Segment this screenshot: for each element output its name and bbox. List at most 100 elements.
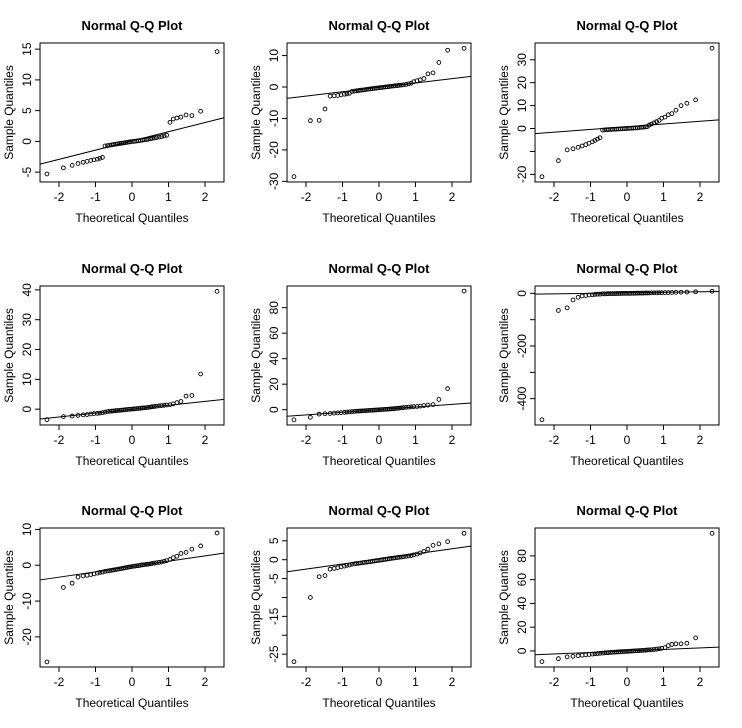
data-point bbox=[401, 404, 407, 410]
data-point bbox=[431, 401, 436, 407]
data-point bbox=[84, 159, 90, 164]
data-point bbox=[178, 551, 184, 557]
x-tick-label: 2 bbox=[449, 675, 456, 689]
x-tick-label: 0 bbox=[376, 190, 383, 204]
plot-title: Normal Q-Q Plot bbox=[82, 18, 184, 33]
data-point bbox=[308, 595, 314, 601]
data-point bbox=[75, 575, 81, 580]
y-tick-label: -30 bbox=[267, 172, 281, 190]
data-point bbox=[564, 305, 570, 310]
x-tick-label: 2 bbox=[696, 190, 703, 204]
data-point bbox=[322, 106, 328, 112]
data-point bbox=[646, 647, 652, 653]
x-axis-title: Theoretical Quantiles bbox=[323, 211, 436, 225]
data-point bbox=[445, 539, 451, 545]
x-tick-label: 1 bbox=[413, 675, 420, 689]
data-point bbox=[322, 573, 328, 579]
y-tick-label: 40 bbox=[267, 351, 281, 365]
data-point bbox=[198, 108, 203, 114]
y-tick-label: 10 bbox=[20, 73, 34, 87]
data-point bbox=[308, 414, 314, 420]
y-tick-label: 5 bbox=[20, 107, 34, 114]
data-point bbox=[589, 652, 595, 657]
data-point bbox=[347, 562, 353, 568]
y-tick-label: 20 bbox=[515, 621, 529, 635]
data-point bbox=[658, 290, 664, 295]
y-tick-label: 0 bbox=[515, 125, 529, 132]
data-point bbox=[462, 531, 467, 536]
data-point bbox=[597, 651, 603, 656]
data-point bbox=[100, 410, 105, 415]
data-point bbox=[539, 174, 544, 180]
data-point bbox=[684, 289, 689, 295]
qq-plot-panel-9: Normal Q-Q Plot-2 -1 0 1 2020406080Theoretic… bbox=[497, 503, 720, 710]
y-axis-ticks: 0 20 40 60 80 bbox=[267, 300, 288, 413]
x-tick-label: 2 bbox=[202, 433, 209, 447]
data-point bbox=[102, 143, 108, 149]
x-axis-ticks: -2 -1 0 1 2 bbox=[548, 181, 703, 204]
x-tick-label: 1 bbox=[165, 675, 172, 689]
qq-reference-line bbox=[39, 552, 225, 581]
qq-reference-line bbox=[287, 402, 472, 417]
plot-box bbox=[286, 42, 472, 183]
y-axis-ticks: -20 -10 0 10 bbox=[20, 523, 41, 646]
data-point bbox=[653, 119, 659, 124]
data-point bbox=[592, 291, 597, 297]
qq-plot-panel-5: Normal Q-Q Plot-2 -1 0 1 2020406080Theoretic… bbox=[249, 261, 472, 468]
x-axis-title: Theoretical Quantiles bbox=[75, 696, 188, 710]
y-tick-label: -400 bbox=[515, 386, 529, 410]
data-point bbox=[673, 289, 678, 295]
data-point bbox=[462, 45, 467, 51]
y-tick-label: -200 bbox=[515, 333, 529, 357]
data-point bbox=[425, 547, 431, 552]
data-point bbox=[328, 567, 333, 572]
data-point bbox=[597, 135, 603, 141]
y-tick-label: 80 bbox=[515, 549, 529, 563]
data-point bbox=[409, 553, 414, 559]
x-axis-title: Theoretical Quantiles bbox=[570, 696, 683, 710]
data-point bbox=[570, 146, 575, 152]
qq-plot-panel-4: Normal Q-Q Plot-2 -1 0 1 2010203040Theoretic… bbox=[2, 261, 225, 468]
data-point bbox=[344, 91, 350, 97]
data-points bbox=[44, 530, 220, 665]
data-point bbox=[421, 76, 427, 81]
x-axis-title: Theoretical Quantiles bbox=[75, 211, 188, 225]
data-point bbox=[709, 288, 715, 294]
x-axis-ticks: -2 -1 0 1 2 bbox=[54, 181, 209, 204]
data-point bbox=[678, 103, 684, 108]
data-point bbox=[462, 288, 467, 294]
y-tick-label: 80 bbox=[267, 300, 281, 314]
y-axis-title: Sample Quantiles bbox=[497, 551, 511, 646]
data-point bbox=[397, 405, 402, 411]
y-tick-label: -5 bbox=[267, 573, 281, 584]
data-point bbox=[436, 541, 442, 547]
data-point bbox=[648, 121, 654, 127]
data-point bbox=[352, 408, 358, 414]
data-point bbox=[662, 289, 667, 295]
qq-plot-panel-6: Normal Q-Q Plot -2 -1 0 1 2 0 -200 -400 Theoretic… bbox=[497, 261, 720, 468]
data-point bbox=[445, 385, 451, 391]
y-tick-label: -10 bbox=[267, 109, 281, 127]
data-point bbox=[409, 404, 414, 409]
y-tick-label: 0 bbox=[515, 289, 529, 296]
data-point bbox=[575, 144, 581, 150]
data-point bbox=[94, 156, 100, 162]
data-point bbox=[414, 403, 420, 409]
x-axis-ticks: -2 -1 0 1 2 bbox=[301, 181, 456, 204]
y-tick-label: 15 bbox=[20, 42, 34, 56]
data-point bbox=[431, 543, 436, 549]
y-tick-label: 20 bbox=[267, 377, 281, 391]
x-tick-label: 0 bbox=[623, 675, 630, 689]
data-point bbox=[594, 291, 600, 297]
y-axis-ticks: -5 0 5 10 15 bbox=[20, 42, 41, 177]
data-point bbox=[401, 554, 407, 560]
data-point bbox=[406, 553, 412, 559]
y-axis-title: Sample Quantiles bbox=[2, 65, 16, 160]
data-point bbox=[291, 417, 297, 422]
x-tick-label: -2 bbox=[54, 190, 65, 204]
x-tick-label: -1 bbox=[585, 433, 596, 447]
x-tick-label: 2 bbox=[696, 675, 703, 689]
data-point bbox=[436, 396, 442, 402]
y-tick-label: 30 bbox=[20, 312, 34, 326]
x-axis-ticks: -2 -1 0 1 2 bbox=[301, 667, 456, 689]
